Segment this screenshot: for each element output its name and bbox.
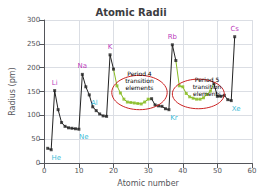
svg-text:Atomic Radii: Atomic Radii <box>95 7 166 18</box>
svg-text:Kr: Kr <box>170 114 178 122</box>
svg-text:60: 60 <box>248 167 257 175</box>
svg-text:Al: Al <box>91 99 98 107</box>
svg-text:250: 250 <box>27 40 40 48</box>
svg-text:K: K <box>108 43 113 51</box>
svg-text:transition: transition <box>125 77 154 84</box>
svg-text:0: 0 <box>42 167 46 175</box>
svg-text:Radius (pm): Radius (pm) <box>8 67 17 115</box>
svg-text:300: 300 <box>27 16 40 24</box>
svg-text:elements: elements <box>126 84 154 91</box>
svg-text:elements: elements <box>193 90 221 97</box>
svg-text:30: 30 <box>144 167 153 175</box>
svg-text:50: 50 <box>213 167 222 175</box>
svg-text:Atomic number: Atomic number <box>117 179 179 188</box>
svg-text:10: 10 <box>74 167 83 175</box>
svg-text:Na: Na <box>78 62 88 70</box>
svg-text:Period 4: Period 4 <box>127 70 152 77</box>
svg-text:Li: Li <box>52 79 58 87</box>
svg-text:Period 5: Period 5 <box>195 76 220 83</box>
svg-text:200: 200 <box>27 64 40 72</box>
svg-text:Ne: Ne <box>79 133 89 141</box>
svg-text:40: 40 <box>178 167 187 175</box>
svg-text:Rb: Rb <box>168 33 178 41</box>
svg-text:Xe: Xe <box>232 105 241 113</box>
svg-text:0: 0 <box>36 159 40 167</box>
svg-text:100: 100 <box>27 111 40 119</box>
svg-text:50: 50 <box>31 135 40 143</box>
svg-text:transition: transition <box>193 83 222 90</box>
svg-text:150: 150 <box>27 88 40 96</box>
svg-text:Cs: Cs <box>230 25 239 33</box>
svg-text:He: He <box>51 154 61 162</box>
svg-text:20: 20 <box>109 167 118 175</box>
